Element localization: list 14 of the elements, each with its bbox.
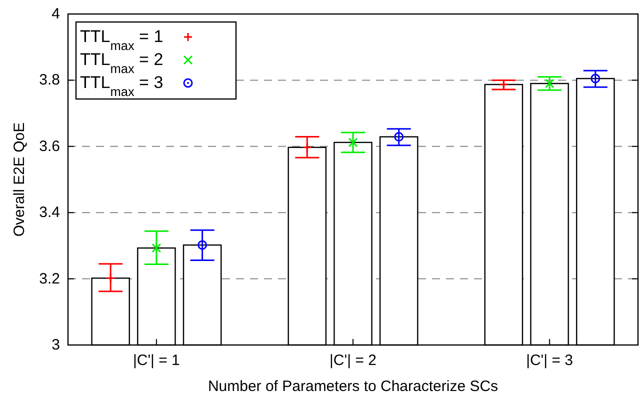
y-tick-label: 3.2 <box>39 270 60 288</box>
x-tick-label: |C'| = 3 <box>526 352 574 369</box>
y-tick-label: 3.4 <box>39 204 60 222</box>
y-axis-title: Overall E2E QoE <box>11 122 28 237</box>
y-tick-label: 3 <box>52 336 60 354</box>
y-tick-label: 3.6 <box>39 138 60 155</box>
y-tick-label: 3.8 <box>39 72 60 89</box>
legend-label: TTL$_{max}$ = 3 <box>80 73 164 98</box>
x-axis-title: Number of Parameters to Characterize SCs <box>208 378 498 395</box>
x-tick-label: |C'| = 1 <box>132 352 180 369</box>
legend-label: TTL$_{max}$ = 1 <box>80 27 164 52</box>
legend-label: TTL$_{max}$ = 2 <box>80 50 164 76</box>
y-tick-label: 4 <box>52 6 60 22</box>
x-tick-label: |C'| = 2 <box>330 352 376 369</box>
